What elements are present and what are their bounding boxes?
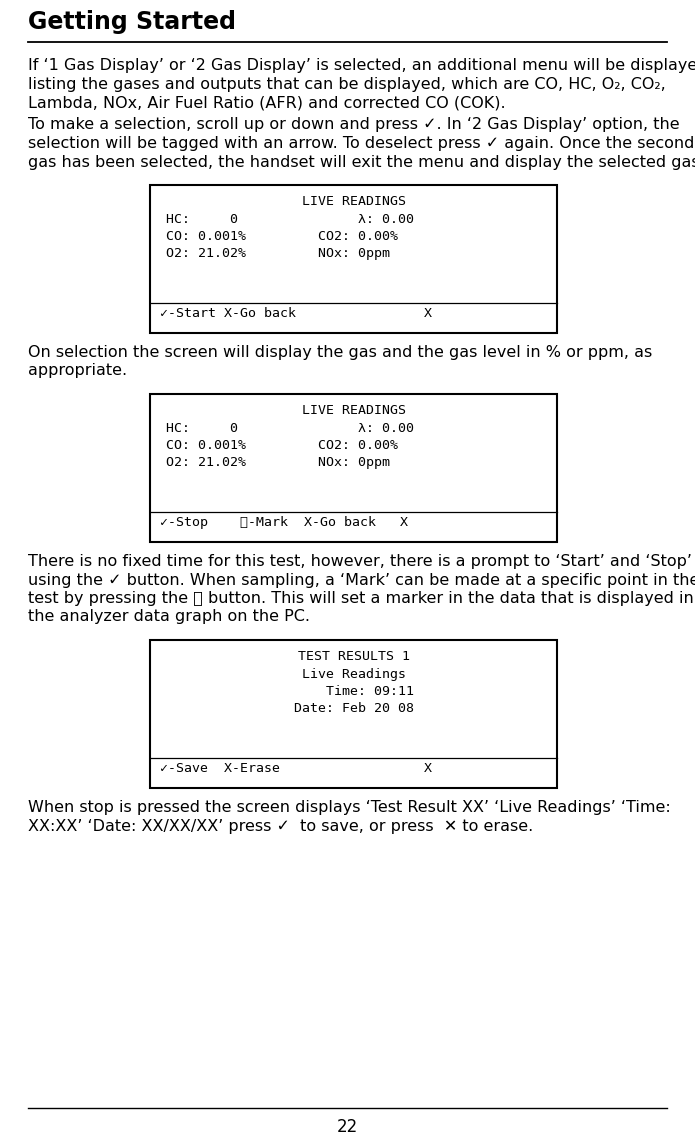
Text: Date: Feb 20 08: Date: Feb 20 08	[293, 702, 414, 715]
Text: ✓-Save  X-Erase                  X: ✓-Save X-Erase X	[160, 762, 432, 775]
Text: test by pressing the Ⓜ button. This will set a marker in the data that is displa: test by pressing the Ⓜ button. This will…	[28, 591, 694, 606]
Bar	[150, 185, 557, 333]
Text: O2: 21.02%         NOx: 0ppm: O2: 21.02% NOx: 0ppm	[166, 456, 390, 469]
Text: If ‘1 Gas Display’ or ‘2 Gas Display’ is selected, an additional menu will be di: If ‘1 Gas Display’ or ‘2 Gas Display’ is…	[28, 58, 695, 73]
Text: When stop is pressed the screen displays ‘Test Result XX’ ‘Live Readings’ ‘Time:: When stop is pressed the screen displays…	[28, 800, 671, 816]
Text: HC:     0               λ: 0.00: HC: 0 λ: 0.00	[166, 213, 414, 226]
Text: listing the gases and outputs that can be displayed, which are CO, HC, O₂, CO₂,: listing the gases and outputs that can b…	[28, 76, 666, 91]
Text: O2: 21.02%         NOx: 0ppm: O2: 21.02% NOx: 0ppm	[166, 247, 390, 260]
Bar	[150, 394, 557, 542]
Text: Getting Started: Getting Started	[28, 10, 236, 34]
Text: CO: 0.001%         CO2: 0.00%: CO: 0.001% CO2: 0.00%	[166, 230, 398, 243]
Text: Live Readings: Live Readings	[302, 667, 405, 681]
Text: There is no fixed time for this test, however, there is a prompt to ‘Start’ and : There is no fixed time for this test, ho…	[28, 554, 692, 570]
Bar	[150, 640, 557, 788]
Text: ✓-Start X-Go back                X: ✓-Start X-Go back X	[160, 308, 432, 320]
Text: appropriate.: appropriate.	[28, 363, 127, 378]
Text: Time: 09:11: Time: 09:11	[293, 685, 414, 698]
Text: Lambda, NOx, Air Fuel Ratio (AFR) and corrected CO (COK).: Lambda, NOx, Air Fuel Ratio (AFR) and co…	[28, 95, 506, 110]
Text: ✓-Stop    Ⓜ-Mark  X-Go back   X: ✓-Stop Ⓜ-Mark X-Go back X	[160, 516, 408, 528]
Text: HC:     0               λ: 0.00: HC: 0 λ: 0.00	[166, 423, 414, 435]
Text: 22: 22	[337, 1118, 358, 1136]
Text: To make a selection, scroll up or down and press ✓. In ‘2 Gas Display’ option, t: To make a selection, scroll up or down a…	[28, 117, 680, 132]
Text: TEST RESULTS 1: TEST RESULTS 1	[297, 650, 409, 663]
Text: XX:XX’ ‘Date: XX/XX/XX’ press ✓  to save, or press  ✕ to erase.: XX:XX’ ‘Date: XX/XX/XX’ press ✓ to save,…	[28, 819, 533, 834]
Text: using the ✓ button. When sampling, a ‘Mark’ can be made at a specific point in t: using the ✓ button. When sampling, a ‘Ma…	[28, 573, 695, 588]
Text: CO: 0.001%         CO2: 0.00%: CO: 0.001% CO2: 0.00%	[166, 439, 398, 452]
Text: the analyzer data graph on the PC.: the analyzer data graph on the PC.	[28, 609, 310, 624]
Text: LIVE READINGS: LIVE READINGS	[302, 195, 405, 208]
Text: gas has been selected, the handset will exit the menu and display the selected g: gas has been selected, the handset will …	[28, 155, 695, 170]
Text: LIVE READINGS: LIVE READINGS	[302, 404, 405, 417]
Text: selection will be tagged with an arrow. To deselect press ✓ again. Once the seco: selection will be tagged with an arrow. …	[28, 136, 694, 151]
Text: On selection the screen will display the gas and the gas level in % or ppm, as: On selection the screen will display the…	[28, 345, 652, 360]
